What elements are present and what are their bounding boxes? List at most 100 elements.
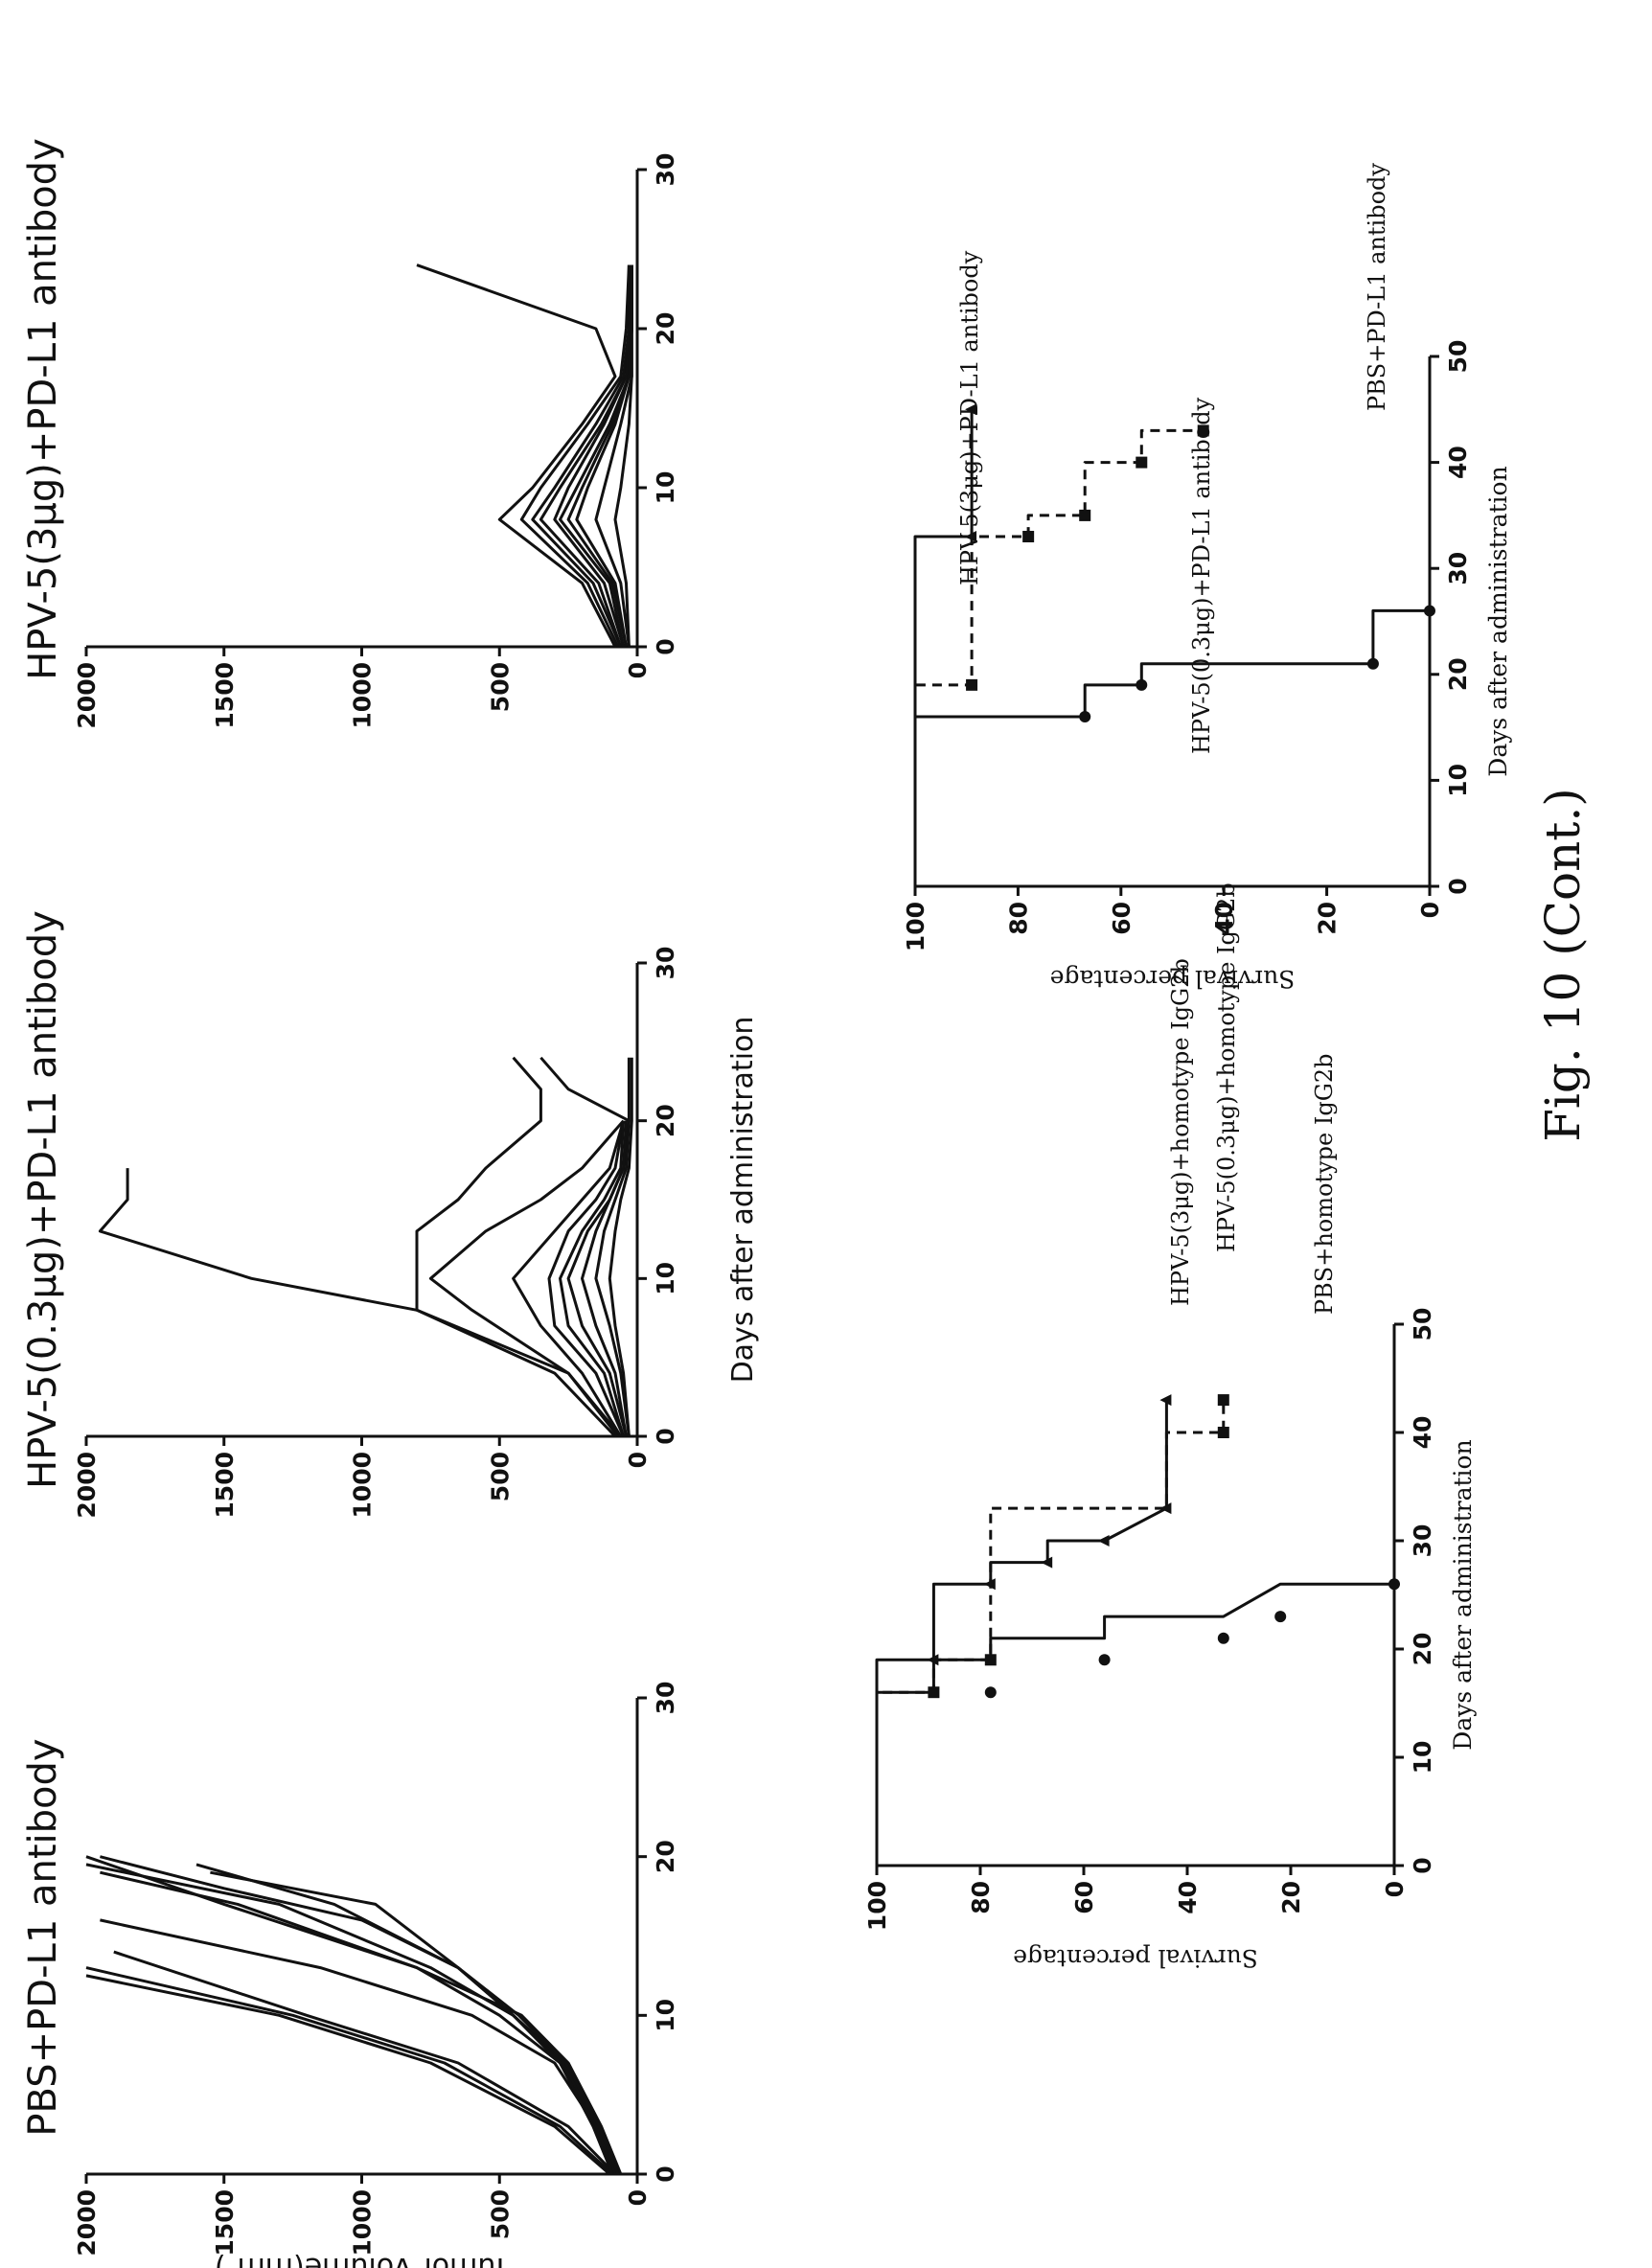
y-tick-label: 80 bbox=[967, 1881, 995, 1914]
y-tick-label: 2000 bbox=[73, 662, 101, 729]
y-tick-label: 1000 bbox=[349, 662, 377, 729]
x-tick-label: 10 bbox=[1409, 1741, 1436, 1775]
y-axis-label: Tumor volume(mm³) bbox=[215, 2251, 510, 2268]
y-tick-label: 20 bbox=[1314, 902, 1342, 935]
series-line-5 bbox=[559, 1120, 626, 1437]
marker-circle bbox=[1098, 1654, 1111, 1666]
chart-surv_pdl1: 0 20 40 60 80 100 0 10 20 30 40 50 Days after admini… bbox=[902, 163, 1512, 993]
series-line-4 bbox=[100, 1870, 623, 2175]
y-tick-label: 0 bbox=[1381, 1881, 1409, 1897]
series-label: PBS+PD-L1 antibody bbox=[1364, 163, 1390, 411]
x-axis-label: Days after administration bbox=[1484, 466, 1512, 776]
x-axis-label: Days after administration bbox=[1449, 1439, 1477, 1750]
chart-title: PBS+PD-L1 antibody bbox=[21, 1738, 65, 2136]
marker-square bbox=[984, 1654, 997, 1666]
chart-tumor_hpv3: 0 500 1000 1500 2000 0 10 20 30 HPV-5(3μg)+PD-L1 … bbox=[21, 138, 679, 728]
x-tick-label: 30 bbox=[652, 1682, 679, 1715]
series-line-7 bbox=[100, 1855, 620, 2175]
y-tick-label: 60 bbox=[1070, 1881, 1098, 1914]
x-axis-label: Days after administration bbox=[726, 1017, 760, 1384]
marker-triangle bbox=[1159, 1394, 1172, 1407]
chart-tumor_hpv03: 0 500 1000 1500 2000 0 10 20 30 HPV-5(0.3μg)+PD-L… bbox=[21, 910, 760, 1518]
marker-circle bbox=[1079, 711, 1091, 723]
x-tick-label: 50 bbox=[1409, 1308, 1436, 1341]
y-tick-label: 2000 bbox=[73, 1452, 101, 1519]
marker-circle bbox=[984, 1686, 997, 1699]
series-line-9 bbox=[608, 1057, 633, 1437]
series-line-2 bbox=[113, 1950, 617, 2176]
series-line-6 bbox=[85, 1855, 617, 2175]
y-tick-label: 40 bbox=[1210, 902, 1238, 935]
y-tick-label: 1500 bbox=[211, 2189, 239, 2257]
series-line-1 bbox=[85, 1966, 614, 2176]
x-tick-label: 20 bbox=[652, 1104, 679, 1137]
x-tick-label: 40 bbox=[1409, 1416, 1436, 1450]
x-tick-label: 20 bbox=[1409, 1633, 1436, 1666]
figure-caption: Fig. 10 (Cont.) bbox=[1535, 788, 1591, 1142]
marker-circle bbox=[1217, 1632, 1229, 1644]
series-line-1 bbox=[415, 1056, 620, 1437]
marker-triangle bbox=[1159, 1502, 1172, 1515]
x-tick-label: 30 bbox=[652, 947, 679, 980]
y-tick-label: 1000 bbox=[349, 2189, 377, 2257]
x-tick-label: 30 bbox=[1409, 1524, 1436, 1558]
y-tick-label: 100 bbox=[863, 1881, 891, 1931]
marker-square bbox=[928, 1686, 940, 1699]
marker-triangle bbox=[1041, 1556, 1053, 1569]
series-line-2 bbox=[875, 1582, 1394, 1866]
chart-title: HPV-5(0.3μg)+PD-L1 antibody bbox=[21, 910, 65, 1489]
series-label: PBS+homotype IgG2b bbox=[1311, 1054, 1338, 1316]
x-tick-label: 10 bbox=[652, 1999, 679, 2032]
series-line-2 bbox=[913, 608, 1430, 886]
x-tick-label: 0 bbox=[652, 2165, 679, 2182]
y-tick-label: 2000 bbox=[73, 2189, 101, 2257]
marker-circle bbox=[1366, 657, 1379, 670]
marker-square bbox=[1197, 424, 1209, 437]
marker-square bbox=[1217, 1394, 1229, 1407]
marker-triangle bbox=[983, 1578, 996, 1591]
x-tick-label: 30 bbox=[652, 153, 679, 187]
series-line-1 bbox=[519, 264, 631, 648]
y-tick-label: 0 bbox=[624, 662, 652, 678]
marker-triangle bbox=[927, 1654, 939, 1666]
y-tick-label: 500 bbox=[486, 662, 514, 712]
y-axis-label: Survival percentage bbox=[1013, 1944, 1258, 1972]
series-line-9 bbox=[613, 264, 633, 648]
x-tick-label: 20 bbox=[652, 1840, 679, 1873]
y-tick-label: 100 bbox=[902, 902, 929, 951]
series-line-3 bbox=[512, 1120, 626, 1437]
series-line-7 bbox=[539, 1056, 631, 1437]
y-tick-label: 1000 bbox=[349, 1452, 377, 1519]
chart-tumor_pbs: 0 500 1000 1500 2000 0 10 20 30 PBS+PD-L1 antibod… bbox=[21, 1682, 679, 2268]
marker-circle bbox=[1388, 1578, 1400, 1591]
y-tick-label: 80 bbox=[1004, 902, 1032, 935]
x-tick-label: 0 bbox=[1409, 1857, 1436, 1873]
series-label: HPV-5(3μg)+PD-L1 antibody bbox=[956, 250, 983, 585]
series-line-0 bbox=[85, 1974, 611, 2176]
marker-circle bbox=[1424, 605, 1435, 617]
marker-circle bbox=[1136, 678, 1148, 691]
y-tick-label: 40 bbox=[1174, 1881, 1202, 1914]
x-tick-label: 10 bbox=[1444, 764, 1472, 797]
x-tick-label: 50 bbox=[1444, 340, 1472, 374]
series-line-1 bbox=[913, 428, 1204, 717]
y-tick-label: 0 bbox=[1416, 902, 1444, 918]
series-line-4 bbox=[547, 1120, 626, 1437]
x-tick-label: 20 bbox=[1444, 657, 1472, 691]
marker-square bbox=[1079, 509, 1091, 521]
y-tick-label: 500 bbox=[486, 1452, 514, 1501]
series-line-0 bbox=[98, 1168, 617, 1438]
marker-square bbox=[1022, 531, 1035, 543]
series-line-0 bbox=[416, 263, 617, 648]
y-tick-label: 1500 bbox=[211, 662, 239, 729]
series-line-5 bbox=[85, 1863, 620, 2175]
x-tick-label: 10 bbox=[652, 1262, 679, 1295]
chart-surv_igg2b: 0 20 40 60 80 100 0 10 20 30 40 50 Days after admini… bbox=[863, 882, 1477, 1972]
y-tick-label: 20 bbox=[1277, 1881, 1305, 1914]
y-tick-label: 60 bbox=[1108, 902, 1136, 935]
x-tick-label: 0 bbox=[652, 1428, 679, 1444]
marker-circle bbox=[1274, 1611, 1287, 1623]
y-tick-label: 500 bbox=[486, 2189, 514, 2239]
